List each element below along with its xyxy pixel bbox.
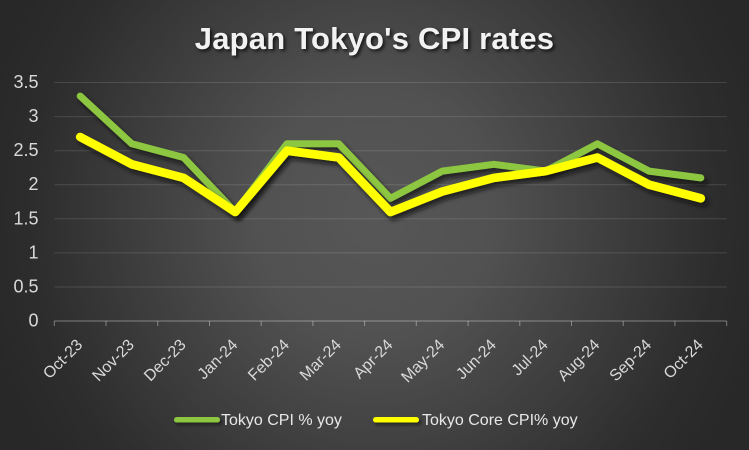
svg-text:1: 1 — [28, 242, 38, 262]
svg-text:3.5: 3.5 — [13, 72, 38, 92]
svg-text:Tokyo Core CPI% yoy: Tokyo Core CPI% yoy — [422, 412, 578, 429]
svg-text:0.5: 0.5 — [13, 276, 38, 296]
svg-text:0: 0 — [28, 311, 38, 331]
svg-text:Jan-24: Jan-24 — [195, 336, 242, 383]
svg-text:Aug-24: Aug-24 — [555, 336, 604, 385]
svg-text:Jun-24: Jun-24 — [453, 336, 500, 383]
svg-text:Jul-24: Jul-24 — [509, 336, 552, 379]
svg-text:Feb-24: Feb-24 — [245, 336, 293, 384]
svg-text:Oct-23: Oct-23 — [40, 336, 86, 382]
svg-text:Apr-24: Apr-24 — [351, 336, 397, 382]
svg-text:2: 2 — [28, 174, 38, 194]
svg-text:Tokyo CPI % yoy: Tokyo CPI % yoy — [221, 412, 342, 429]
svg-text:3: 3 — [28, 106, 38, 126]
svg-text:1.5: 1.5 — [13, 208, 38, 228]
svg-text:Mar-24: Mar-24 — [297, 336, 345, 384]
svg-text:May-24: May-24 — [398, 336, 448, 386]
svg-text:Oct-24: Oct-24 — [661, 336, 707, 382]
svg-text:Nov-23: Nov-23 — [89, 336, 138, 385]
svg-text:2.5: 2.5 — [13, 140, 38, 160]
svg-text:Dec-23: Dec-23 — [141, 336, 190, 385]
svg-text:Sep-24: Sep-24 — [607, 336, 656, 385]
